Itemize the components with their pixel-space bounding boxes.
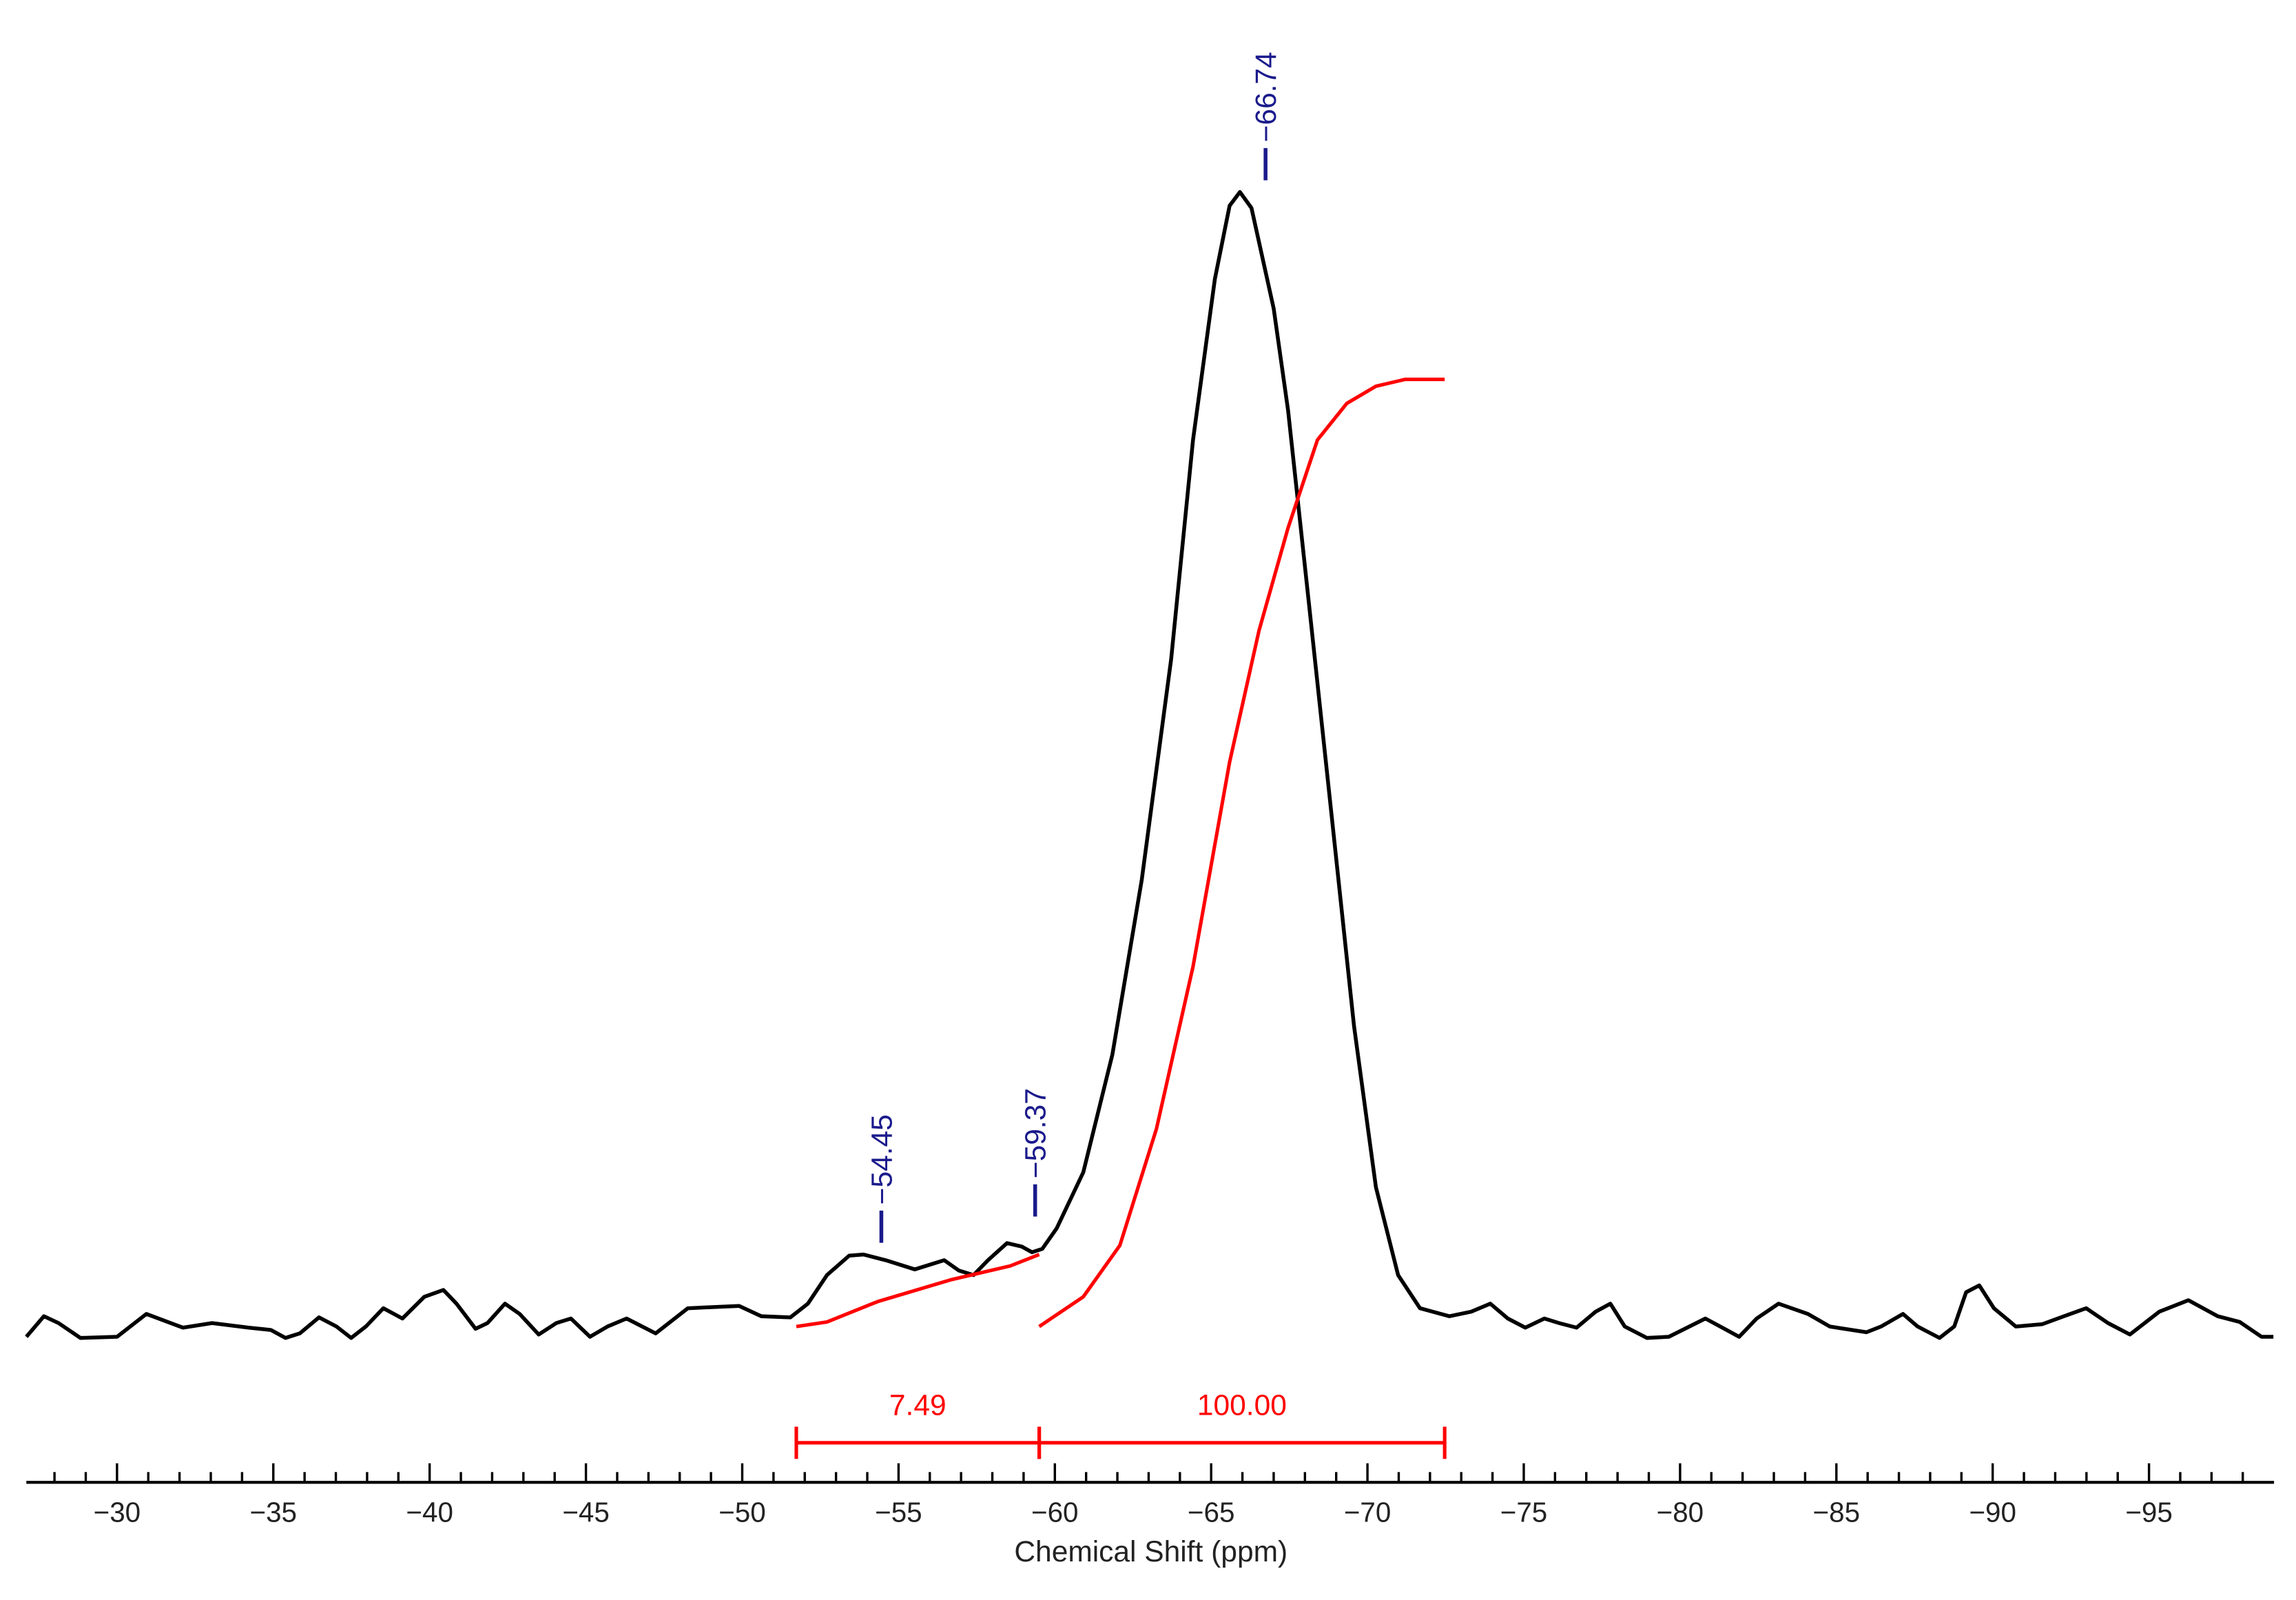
x-tick-label: −75	[1500, 1497, 1548, 1528]
x-tick-label: −60	[1031, 1497, 1079, 1528]
peak-label: −59.37	[1020, 1088, 1053, 1178]
x-tick-label: −85	[1813, 1497, 1861, 1528]
x-tick-label: −80	[1657, 1497, 1704, 1528]
x-tick-label: −50	[718, 1497, 766, 1528]
x-tick-label: −95	[2125, 1497, 2173, 1528]
x-tick-label: −55	[875, 1497, 922, 1528]
integral-curve	[1038, 378, 1445, 1329]
x-tick-label: −90	[1969, 1497, 2016, 1528]
spectrum-line	[25, 189, 2274, 1340]
peak-label: −66.74	[1250, 52, 1283, 142]
x-tick-label: −70	[1344, 1497, 1392, 1528]
x-tick-label: −30	[94, 1497, 141, 1528]
integral-label: 100.00	[1197, 1389, 1287, 1422]
x-axis-title: Chemical Shift (ppm)	[1014, 1536, 1287, 1568]
x-tick-label: −35	[250, 1497, 298, 1528]
x-tick-label: −65	[1188, 1497, 1235, 1528]
peak-label: −54.45	[866, 1114, 898, 1204]
x-tick-label: −45	[562, 1497, 610, 1528]
integral-label: 7.49	[889, 1389, 947, 1422]
integral-curve	[796, 1253, 1040, 1329]
x-tick-label: −40	[406, 1497, 453, 1528]
